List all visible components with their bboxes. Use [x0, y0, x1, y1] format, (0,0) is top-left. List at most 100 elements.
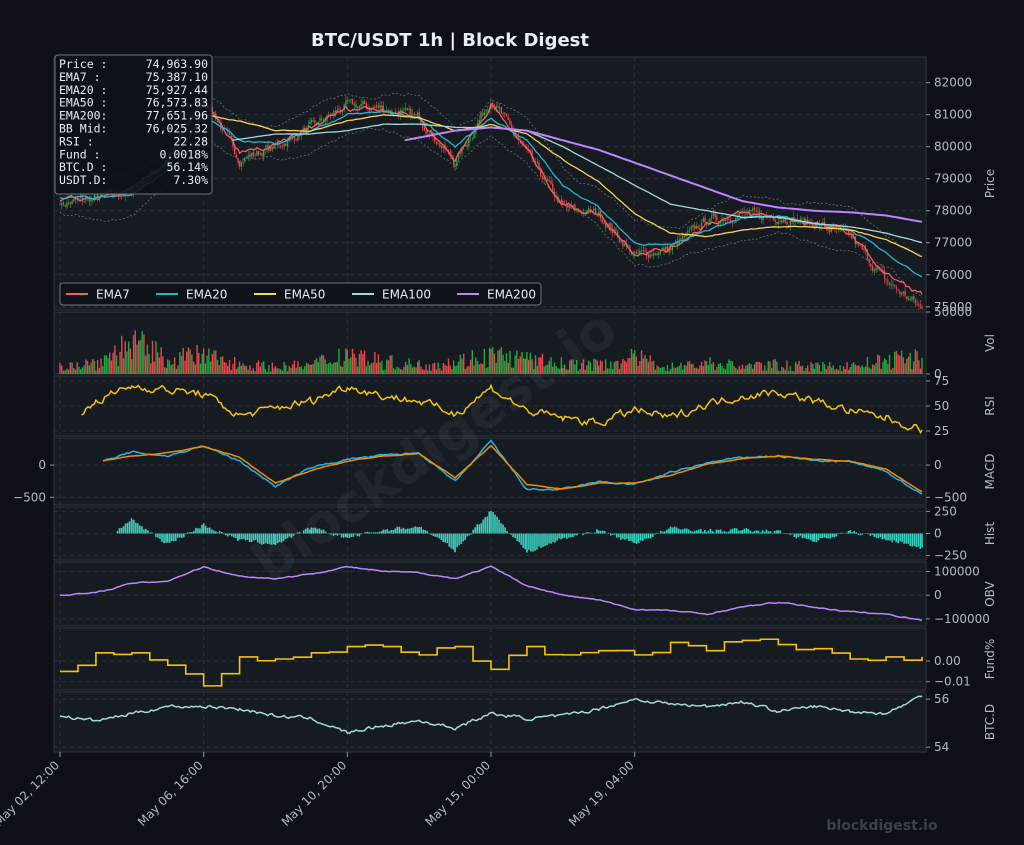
histogram-bar [506, 531, 508, 534]
volume-bar [377, 354, 380, 374]
histogram-bar [278, 533, 281, 543]
series-macd [102, 439, 923, 495]
volume-bar [392, 368, 395, 374]
candle-body [723, 219, 725, 221]
volume-bar [179, 352, 181, 374]
volume-bar [504, 360, 506, 374]
histogram-bar [270, 533, 273, 545]
y-tick-label: 54 [934, 740, 949, 754]
panel-hist: −250 0 250 Hist [53, 504, 997, 563]
volume-bar [360, 350, 362, 374]
panel-macd: −500 0 −500 0 MACD [13, 437, 997, 506]
candle-body [452, 158, 455, 165]
histogram-bar [456, 533, 458, 548]
histogram-bar [683, 528, 686, 534]
histogram-bar [574, 533, 576, 536]
volume-bar [776, 361, 778, 374]
volume-bar [363, 350, 366, 374]
histogram-bar [360, 533, 363, 535]
histogram-bar [538, 533, 540, 547]
histogram-bar [608, 532, 610, 534]
candle-body [79, 196, 82, 198]
volume-bar [521, 351, 523, 374]
histogram-bar [237, 533, 239, 542]
volume-bar [738, 366, 740, 374]
candle-body [374, 107, 376, 108]
candle-body [861, 245, 863, 250]
candle-body [914, 300, 917, 304]
volume-bar [666, 364, 669, 374]
histogram-bar [821, 533, 824, 539]
candle-body [381, 105, 383, 108]
volume-bar [150, 363, 152, 374]
volume-bar [700, 361, 703, 374]
histogram-bar [729, 529, 732, 534]
volume-bar [384, 369, 386, 374]
volume-bar [304, 366, 306, 374]
histogram-bar [141, 526, 143, 534]
histogram-bar [350, 533, 353, 538]
volume-bar [415, 367, 417, 374]
volume-bar [557, 368, 559, 374]
histogram-bar [597, 530, 600, 534]
volume-bar [348, 358, 350, 374]
volume-bar [553, 362, 556, 374]
histogram-bar [406, 528, 409, 534]
volume-bar [408, 358, 410, 374]
volume-bar [404, 361, 407, 374]
histogram-bar [737, 530, 740, 534]
volume-bar [519, 356, 522, 374]
histogram-bar [304, 528, 307, 534]
volume-bar [213, 350, 215, 374]
info-value: 22.28 [173, 134, 208, 148]
histogram-bar [227, 533, 229, 537]
candle-body [309, 121, 311, 125]
volume-bar [81, 367, 84, 374]
histogram-bar [220, 532, 223, 534]
volume-bar [298, 367, 301, 374]
volume-bar [273, 368, 275, 374]
volume-bar [750, 364, 752, 374]
candle-body [892, 284, 894, 286]
histogram-bar [664, 531, 666, 534]
volume-bar [846, 362, 848, 374]
histogram-bar [677, 528, 680, 534]
histogram-bar [897, 533, 899, 544]
volume-bar [779, 371, 781, 374]
volume-bar [916, 351, 918, 374]
volume-bar [237, 367, 239, 374]
panel-body [59, 695, 923, 735]
volume-bar [240, 365, 243, 374]
info-label: BB Mid: [59, 122, 107, 136]
volume-bar [439, 368, 441, 374]
candle-body [391, 110, 393, 113]
candle-body [716, 216, 718, 221]
volume-bar [186, 351, 188, 374]
volume-bar [476, 361, 479, 374]
histogram-bar [901, 533, 903, 542]
histogram-bar [911, 533, 914, 547]
volume-bar [211, 354, 213, 374]
candle-body [912, 296, 915, 300]
histogram-bar [143, 529, 145, 534]
histogram-bar [368, 532, 371, 534]
volume-bar [575, 360, 578, 374]
candle-body [871, 265, 874, 271]
candle-body [587, 208, 590, 211]
candle-body [457, 152, 460, 159]
candle-body [911, 296, 913, 300]
histogram-bar [709, 528, 712, 534]
volume-bar [338, 348, 340, 374]
histogram-bar [799, 533, 802, 536]
volume-bar [611, 369, 614, 374]
volume-bar [505, 353, 508, 374]
histogram-bar [231, 533, 233, 537]
histogram-bar [233, 533, 235, 538]
volume-bar [385, 359, 388, 374]
volume-bar [572, 359, 574, 374]
volume-bar [425, 364, 427, 374]
candle-body [487, 109, 489, 111]
volume-bar [333, 362, 335, 374]
series-ema200 [404, 126, 923, 223]
y-axis-label: OBV [983, 580, 997, 606]
